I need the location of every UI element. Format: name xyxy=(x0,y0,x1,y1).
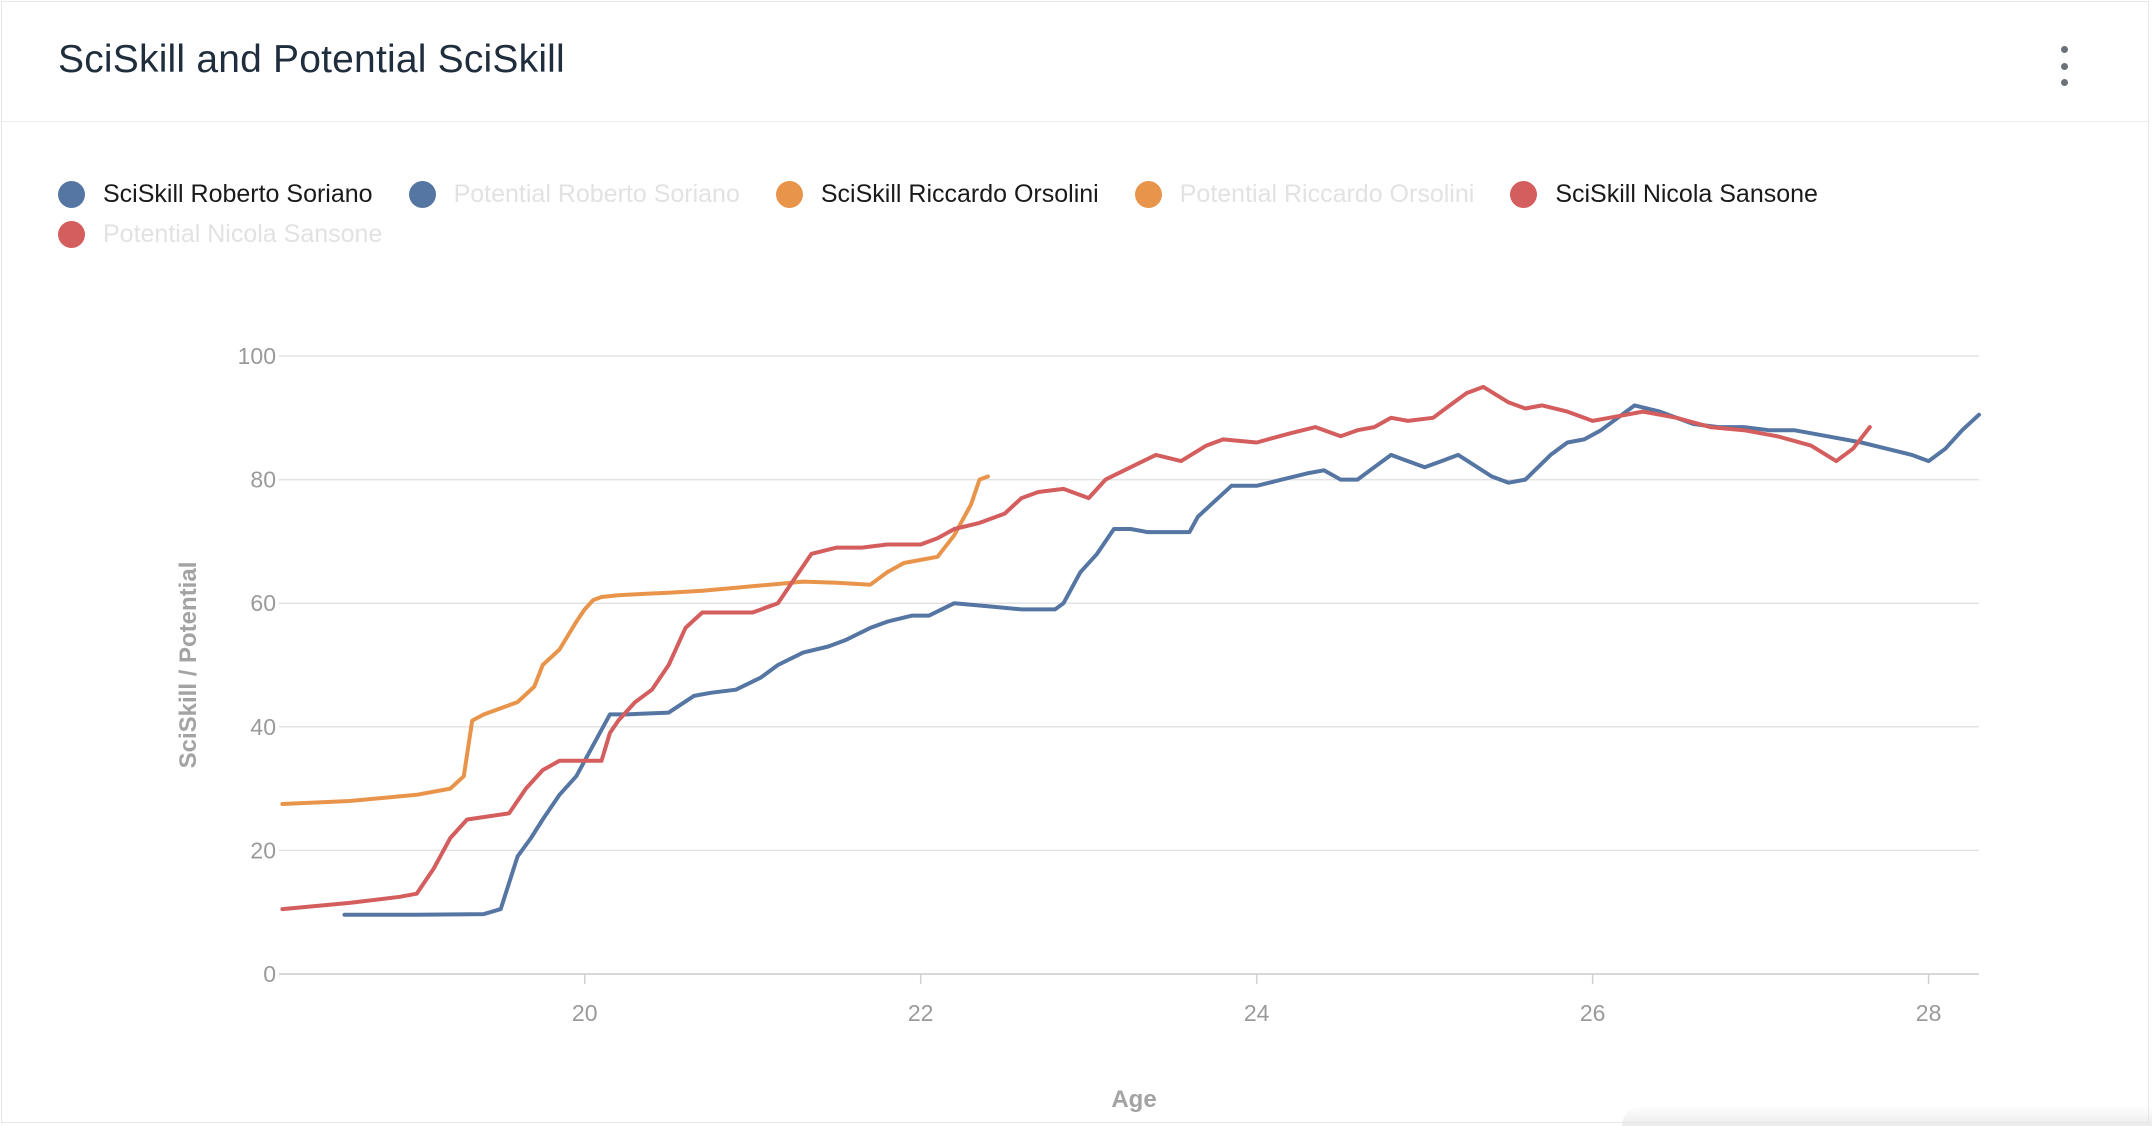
series-line-1 xyxy=(342,403,1981,917)
legend-item[interactable]: Potential Riccardo Orsolini xyxy=(1134,179,1475,209)
legend-item[interactable]: SciSkill Nicola Sansone xyxy=(1510,180,1818,209)
legend-label: SciSkill Nicola Sansone xyxy=(1555,179,1818,208)
legend-marker-icon xyxy=(58,220,85,248)
x-axis-title: Age xyxy=(1111,1086,1156,1113)
legend-marker-icon xyxy=(1134,180,1162,208)
legend-marker-icon xyxy=(775,180,803,208)
legend-row: Potential Nicola Sansone xyxy=(58,214,418,254)
chart-title: SciSkill and Potential SciSkill xyxy=(58,38,565,81)
x-tick-label: 26 xyxy=(1580,1000,1606,1026)
legend-marker-icon xyxy=(408,180,436,208)
legend-label: SciSkill Roberto Soriano xyxy=(103,179,373,208)
corner-shadow xyxy=(1622,1106,2152,1126)
legend-marker-icon xyxy=(1510,180,1538,208)
more-vertical-icon[interactable] xyxy=(2050,46,2078,86)
legend-item[interactable]: Potential Nicola Sansone xyxy=(58,220,382,249)
y-tick-label: 100 xyxy=(238,343,276,369)
y-tick-label: 20 xyxy=(250,837,276,863)
legend-label: Potential Roberto Soriano xyxy=(453,179,740,208)
legend-label: Potential Nicola Sansone xyxy=(103,219,383,248)
legend-label: Potential Riccardo Orsolini xyxy=(1179,179,1475,208)
legend-item[interactable]: SciSkill Riccardo Orsolini xyxy=(775,179,1099,209)
series-line-2 xyxy=(280,474,990,806)
x-tick-label: 28 xyxy=(1916,1000,1942,1026)
legend-item[interactable]: Potential Roberto Soriano xyxy=(408,179,740,209)
legend-item[interactable]: SciSkill Roberto Soriano xyxy=(58,180,373,209)
y-tick-label: 40 xyxy=(250,714,276,740)
card-header: SciSkill and Potential SciSkill xyxy=(2,2,2150,122)
x-tick-label: 20 xyxy=(572,1000,598,1026)
legend-marker-icon xyxy=(58,180,85,208)
x-tick-label: 22 xyxy=(908,1000,934,1026)
y-tick-label: 60 xyxy=(250,590,276,616)
legend-row: SciSkill Roberto Soriano Potential Robert… xyxy=(58,174,1854,214)
y-tick-label: 0 xyxy=(263,961,276,987)
x-tick-label: 24 xyxy=(1244,1000,1270,1026)
series-line-3 xyxy=(280,384,1872,912)
legend-label: SciSkill Riccardo Orsolini xyxy=(820,179,1099,208)
y-tick-label: 80 xyxy=(250,467,276,493)
y-axis-title: SciSkill / Potential xyxy=(175,562,202,769)
